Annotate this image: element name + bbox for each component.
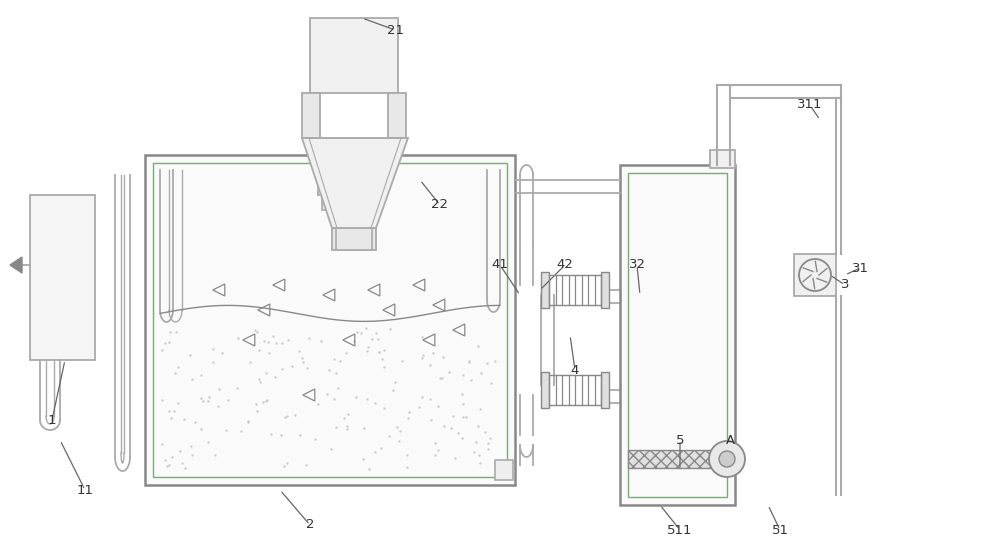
Text: 11: 11	[76, 483, 94, 497]
Text: 31: 31	[852, 262, 868, 274]
Bar	[541, 272, 549, 308]
Bar	[318, 155, 342, 195]
Bar	[601, 372, 609, 408]
Bar	[620, 165, 735, 505]
Text: 41: 41	[492, 258, 508, 272]
Polygon shape	[302, 138, 408, 228]
Text: 42: 42	[557, 258, 573, 272]
Bar	[541, 372, 549, 408]
Text: 511: 511	[667, 524, 693, 536]
Bar	[794, 254, 836, 296]
Text: 1: 1	[48, 414, 56, 426]
Circle shape	[709, 441, 745, 477]
Bar	[153, 163, 507, 477]
Bar	[30, 195, 95, 360]
Bar	[322, 195, 338, 210]
Bar	[710, 150, 735, 168]
Text: 311: 311	[797, 98, 823, 112]
Bar	[495, 460, 513, 480]
Text: 4: 4	[571, 363, 579, 377]
Bar	[336, 155, 372, 250]
Text: 2: 2	[306, 519, 314, 531]
Bar	[145, 155, 515, 485]
Text: 51: 51	[772, 524, 788, 536]
Text: 3: 3	[841, 279, 849, 291]
Text: 21: 21	[386, 23, 404, 36]
Polygon shape	[10, 257, 22, 273]
Bar	[302, 93, 320, 138]
Text: A: A	[725, 434, 735, 446]
Bar	[628, 450, 727, 468]
Text: 32: 32	[629, 258, 646, 272]
Bar	[310, 18, 398, 93]
Bar	[332, 228, 376, 250]
Text: 5: 5	[676, 434, 684, 446]
Circle shape	[719, 451, 735, 467]
Bar	[628, 173, 727, 497]
Text: 22: 22	[432, 199, 448, 211]
Bar	[388, 93, 406, 138]
Bar	[601, 272, 609, 308]
